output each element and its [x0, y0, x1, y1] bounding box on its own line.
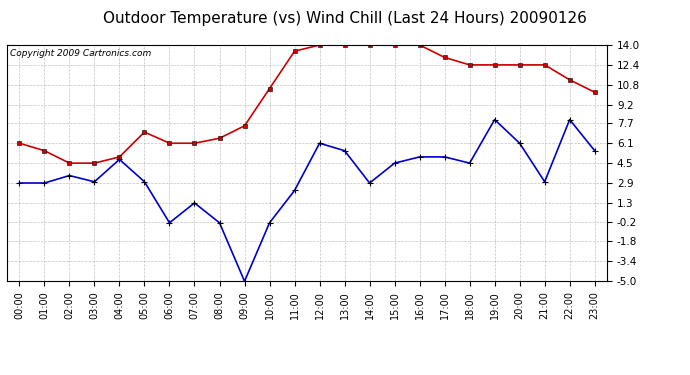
- Text: Outdoor Temperature (vs) Wind Chill (Last 24 Hours) 20090126: Outdoor Temperature (vs) Wind Chill (Las…: [103, 11, 587, 26]
- Text: Copyright 2009 Cartronics.com: Copyright 2009 Cartronics.com: [10, 48, 151, 57]
